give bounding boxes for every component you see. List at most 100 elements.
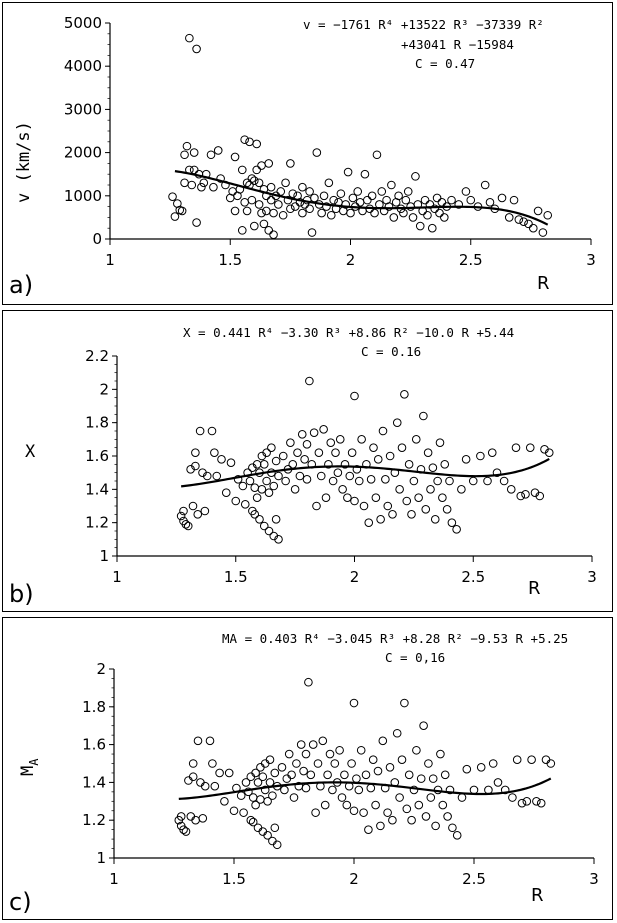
data-point-a-65 [286,159,295,168]
y-tick-label-c-5: 2 [96,660,106,678]
data-point-b-31 [252,493,262,502]
data-point-b-120 [440,460,450,469]
data-point-c-75 [335,745,344,755]
data-point-a-47 [257,208,266,218]
data-point-b-22 [238,481,248,491]
data-point-a-88 [336,189,346,198]
data-point-c-78 [342,800,352,810]
data-point-b-23 [240,500,250,509]
data-point-c-63 [306,770,316,780]
y-tick-label-c-3: 1.6 [82,736,106,754]
data-point-b-93 [376,515,385,524]
data-point-b-60 [302,475,312,484]
data-point-a-129 [435,208,444,218]
data-point-a-144 [514,215,524,224]
data-point-c-10 [193,736,203,746]
data-point-c-135 [517,798,527,808]
data-point-a-128 [432,193,442,203]
data-point-b-109 [414,493,423,502]
data-point-a-60 [276,187,286,196]
data-point-b-139 [535,491,545,501]
data-point-b-17 [217,455,226,464]
data-point-c-51 [280,785,289,795]
data-point-c-134 [512,755,522,765]
data-point-c-59 [299,766,308,776]
data-point-b-122 [445,476,454,486]
y-tick-label-a-3: 3000 [64,100,102,118]
data-point-b-141 [544,448,554,457]
data-point-b-68 [319,425,328,434]
data-point-a-117 [406,202,415,211]
data-point-c-24 [241,778,251,787]
x-tick-label-c-1: 1.5 [222,870,246,888]
data-point-a-41 [250,221,259,231]
data-point-c-100 [392,728,402,738]
data-point-a-93 [348,193,358,203]
data-point-b-55 [290,485,300,494]
data-point-b-126 [461,455,471,464]
data-point-c-19 [224,768,234,778]
data-point-b-43 [267,443,276,452]
data-point-c-26 [246,772,256,782]
data-point-c-127 [469,785,479,795]
data-point-b-92 [373,455,383,464]
data-point-b-74 [333,468,343,477]
data-point-b-13 [202,471,212,481]
data-point-c-114 [426,793,436,802]
data-point-b-59 [300,455,309,464]
data-point-a-54 [266,182,276,192]
y-tick-label-a-0: 0 [92,230,102,248]
data-point-b-19 [226,458,236,467]
data-point-a-55 [266,195,276,205]
data-point-a-38 [247,174,257,183]
equation-a: v = −1761 R⁴ +13522 R³ −37339 R² +43041 … [303,17,544,71]
x-axis-label-c: R [531,885,544,906]
data-point-b-72 [328,476,338,486]
x-tick-label-c-0: 1 [109,870,119,888]
data-point-a-114 [399,208,408,218]
data-point-b-91 [371,493,381,502]
data-point-b-48 [274,471,283,481]
data-point-c-11 [196,778,205,787]
data-point-a-123 [420,195,430,205]
y-tick-label-a-2: 2000 [64,144,102,162]
y-tick-label-b-6: 2.2 [85,347,109,365]
data-point-c-7 [188,759,198,768]
y-tick-label-b-1: 1.2 [85,514,109,532]
data-point-a-44 [254,178,264,188]
chart-b: X = 0.441 R⁴ −3.30 R³ +8.86 R² −10.0 R +… [9,325,597,608]
data-point-b-28 [250,483,260,492]
data-point-b-100 [392,418,402,427]
data-point-c-66 [313,759,323,768]
x-tick-label-a-3: 2.5 [459,251,483,269]
data-point-b-53 [286,438,295,447]
data-point-a-83 [324,178,334,188]
y-axis-label-a: v (km/s) [14,121,34,203]
data-point-c-93 [376,821,385,831]
data-point-c-9 [191,815,200,825]
data-point-b-8 [191,461,200,471]
data-point-c-83 [352,774,361,783]
data-point-b-89 [366,475,376,484]
data-point-b-77 [340,460,350,469]
equation-c-line-1: MA = 0.403 R⁴ −3.045 R³ +8.28 R² −9.53 R… [222,631,568,646]
panel-b: X = 0.441 R⁴ −3.30 R³ +8.86 R² −10.0 R +… [2,310,613,612]
data-point-a-118 [408,213,418,222]
y-tick-label-a-1: 1000 [64,187,102,205]
data-point-b-39 [262,448,271,457]
data-point-a-74 [305,204,314,214]
data-point-c-81 [349,806,359,816]
data-point-a-57 [269,230,278,239]
data-point-c-41 [263,831,272,840]
chart-c: MA = 0.403 R⁴ −3.045 R³ +8.28 R² −9.53 R… [9,631,599,916]
data-point-c-16 [210,781,220,791]
data-point-c-104 [402,804,412,814]
data-point-c-12 [198,814,208,823]
data-point-c-3 [179,825,188,834]
data-point-c-125 [457,793,467,802]
data-point-b-47 [271,515,281,524]
data-point-c-36 [258,772,268,782]
data-point-c-64 [308,740,318,749]
data-point-b-50 [278,451,288,461]
data-point-b-98 [388,510,397,519]
